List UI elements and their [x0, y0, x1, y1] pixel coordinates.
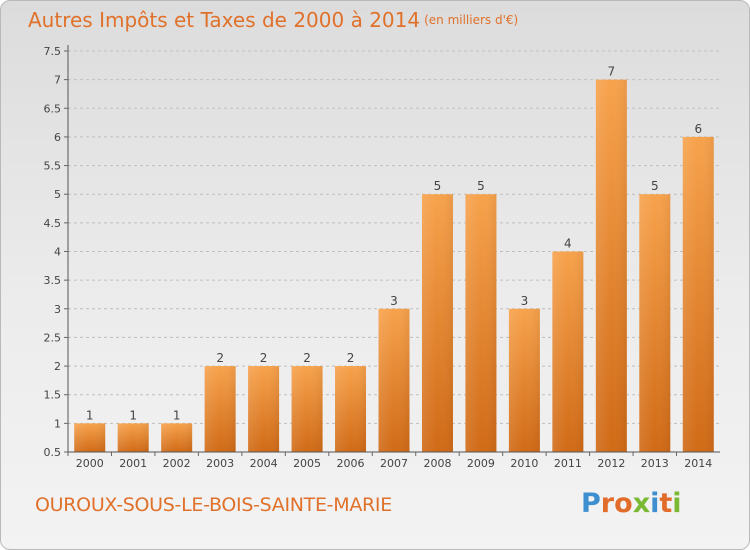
data-label: 7: [608, 65, 616, 79]
x-tick-label: 2013: [641, 457, 669, 470]
data-label: 2: [303, 351, 311, 365]
x-tick-label: 2007: [380, 457, 408, 470]
bar-shine: [682, 136, 714, 452]
chart-title-text: Autres Impôts et Taxes de 2000 à 2014: [28, 8, 421, 32]
y-tick-label: 1.5: [44, 389, 62, 402]
y-tick-label: 1: [54, 417, 61, 430]
bar-shine: [248, 366, 280, 452]
y-tick-label: 2.5: [44, 331, 62, 344]
data-label: 4: [564, 237, 572, 251]
x-tick-label: 2012: [597, 457, 625, 470]
bar-shine: [552, 251, 584, 452]
logo-letter: i: [672, 488, 682, 519]
x-tick-label: 2004: [250, 457, 278, 470]
y-tick-label: 5.5: [44, 160, 62, 173]
x-tick-label: 2001: [119, 457, 147, 470]
logo-letter: o: [614, 488, 633, 519]
bar-shine: [161, 423, 193, 452]
y-tick-label: 4.5: [44, 217, 62, 230]
x-tick-label: 2008: [423, 457, 451, 470]
y-tick-label: 3.5: [44, 274, 62, 287]
data-label: 5: [651, 179, 659, 193]
x-tick-label: 2002: [163, 457, 191, 470]
logo-letter: x: [632, 488, 651, 519]
bar-shine: [204, 366, 236, 452]
y-tick-label: 6: [54, 131, 61, 144]
logo-letter: i: [650, 488, 660, 519]
y-tick-label: 2: [54, 360, 61, 373]
x-tick-label: 2000: [76, 457, 104, 470]
logo-letter: P: [581, 488, 601, 519]
bar-shine: [421, 194, 453, 452]
proxiti-logo: Proxiti: [581, 488, 682, 519]
x-tick-label: 2010: [510, 457, 538, 470]
bar-shine: [639, 194, 671, 452]
logo-letter: t: [659, 488, 673, 519]
bar-shine: [74, 423, 106, 452]
x-tick-label: 2003: [206, 457, 234, 470]
data-label: 1: [129, 408, 137, 422]
bar-shine: [465, 194, 497, 452]
data-label: 5: [477, 179, 485, 193]
data-label: 2: [260, 351, 268, 365]
bar-shine: [595, 79, 627, 453]
bar-shine: [117, 423, 149, 452]
x-tick-label: 2011: [554, 457, 582, 470]
commune-name: OUROUX-SOUS-LE-BOIS-SAINTE-MARIE: [35, 494, 392, 516]
data-label: 5: [434, 179, 442, 193]
data-label: 3: [521, 294, 529, 308]
y-tick-label: 7.5: [44, 45, 62, 58]
y-tick-label: 5: [54, 188, 61, 201]
y-tick-label: 7: [54, 74, 61, 87]
data-label: 6: [694, 122, 702, 136]
logo-letter: r: [600, 488, 615, 519]
x-tick-label: 2006: [337, 457, 365, 470]
x-tick-label: 2005: [293, 457, 321, 470]
chart-title: Autres Impôts et Taxes de 2000 à 2014 (en…: [28, 8, 518, 32]
y-tick-label: 0.5: [44, 446, 62, 459]
bar-shine: [335, 366, 367, 452]
bar-shine: [378, 308, 410, 452]
x-tick-label: 2009: [467, 457, 495, 470]
y-tick-label: 4: [54, 246, 61, 259]
x-tick-label: 2014: [684, 457, 712, 470]
data-label: 2: [347, 351, 355, 365]
data-label: 3: [390, 294, 398, 308]
chart-subtitle: (en milliers d'€): [424, 13, 519, 27]
y-tick-label: 6.5: [44, 102, 62, 115]
data-label: 1: [86, 408, 94, 422]
bar-shine: [291, 366, 323, 452]
y-tick-label: 3: [54, 303, 61, 316]
bar-shine: [508, 308, 540, 452]
data-label: 1: [173, 408, 181, 422]
data-label: 2: [216, 351, 224, 365]
